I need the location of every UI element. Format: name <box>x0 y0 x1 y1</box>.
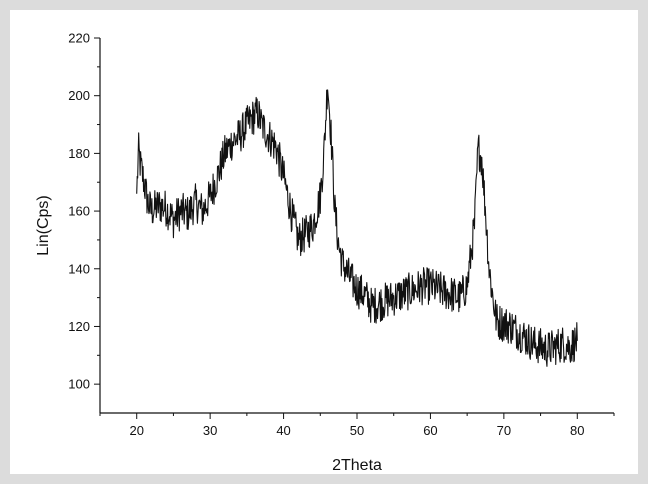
y-axis-title: Lin(Cps) <box>35 195 52 255</box>
y-tick-label: 120 <box>68 319 90 334</box>
y-tick-label: 160 <box>68 204 90 219</box>
y-tick-label: 220 <box>68 31 90 46</box>
axis-ticks <box>94 37 615 419</box>
x-tick-label: 50 <box>350 423 364 438</box>
x-tick-label: 80 <box>570 423 584 438</box>
x-tick-label: 30 <box>203 423 217 438</box>
diffraction-series-line <box>136 89 578 367</box>
x-tick-label: 70 <box>497 423 511 438</box>
y-tick-label: 200 <box>68 88 90 103</box>
y-tick-label: 100 <box>68 377 90 392</box>
x-tick-label: 60 <box>423 423 437 438</box>
y-tick-label: 180 <box>68 146 90 161</box>
axis-tick-labels: 100 120 140 160 180 200 220 20 30 40 50 60 70 80 <box>68 31 584 439</box>
y-tick-label: 140 <box>68 261 90 276</box>
x-axis-title: 2Theta <box>332 457 382 474</box>
x-tick-label: 20 <box>129 423 143 438</box>
chart-frame <box>10 10 638 474</box>
x-tick-label: 40 <box>276 423 290 438</box>
